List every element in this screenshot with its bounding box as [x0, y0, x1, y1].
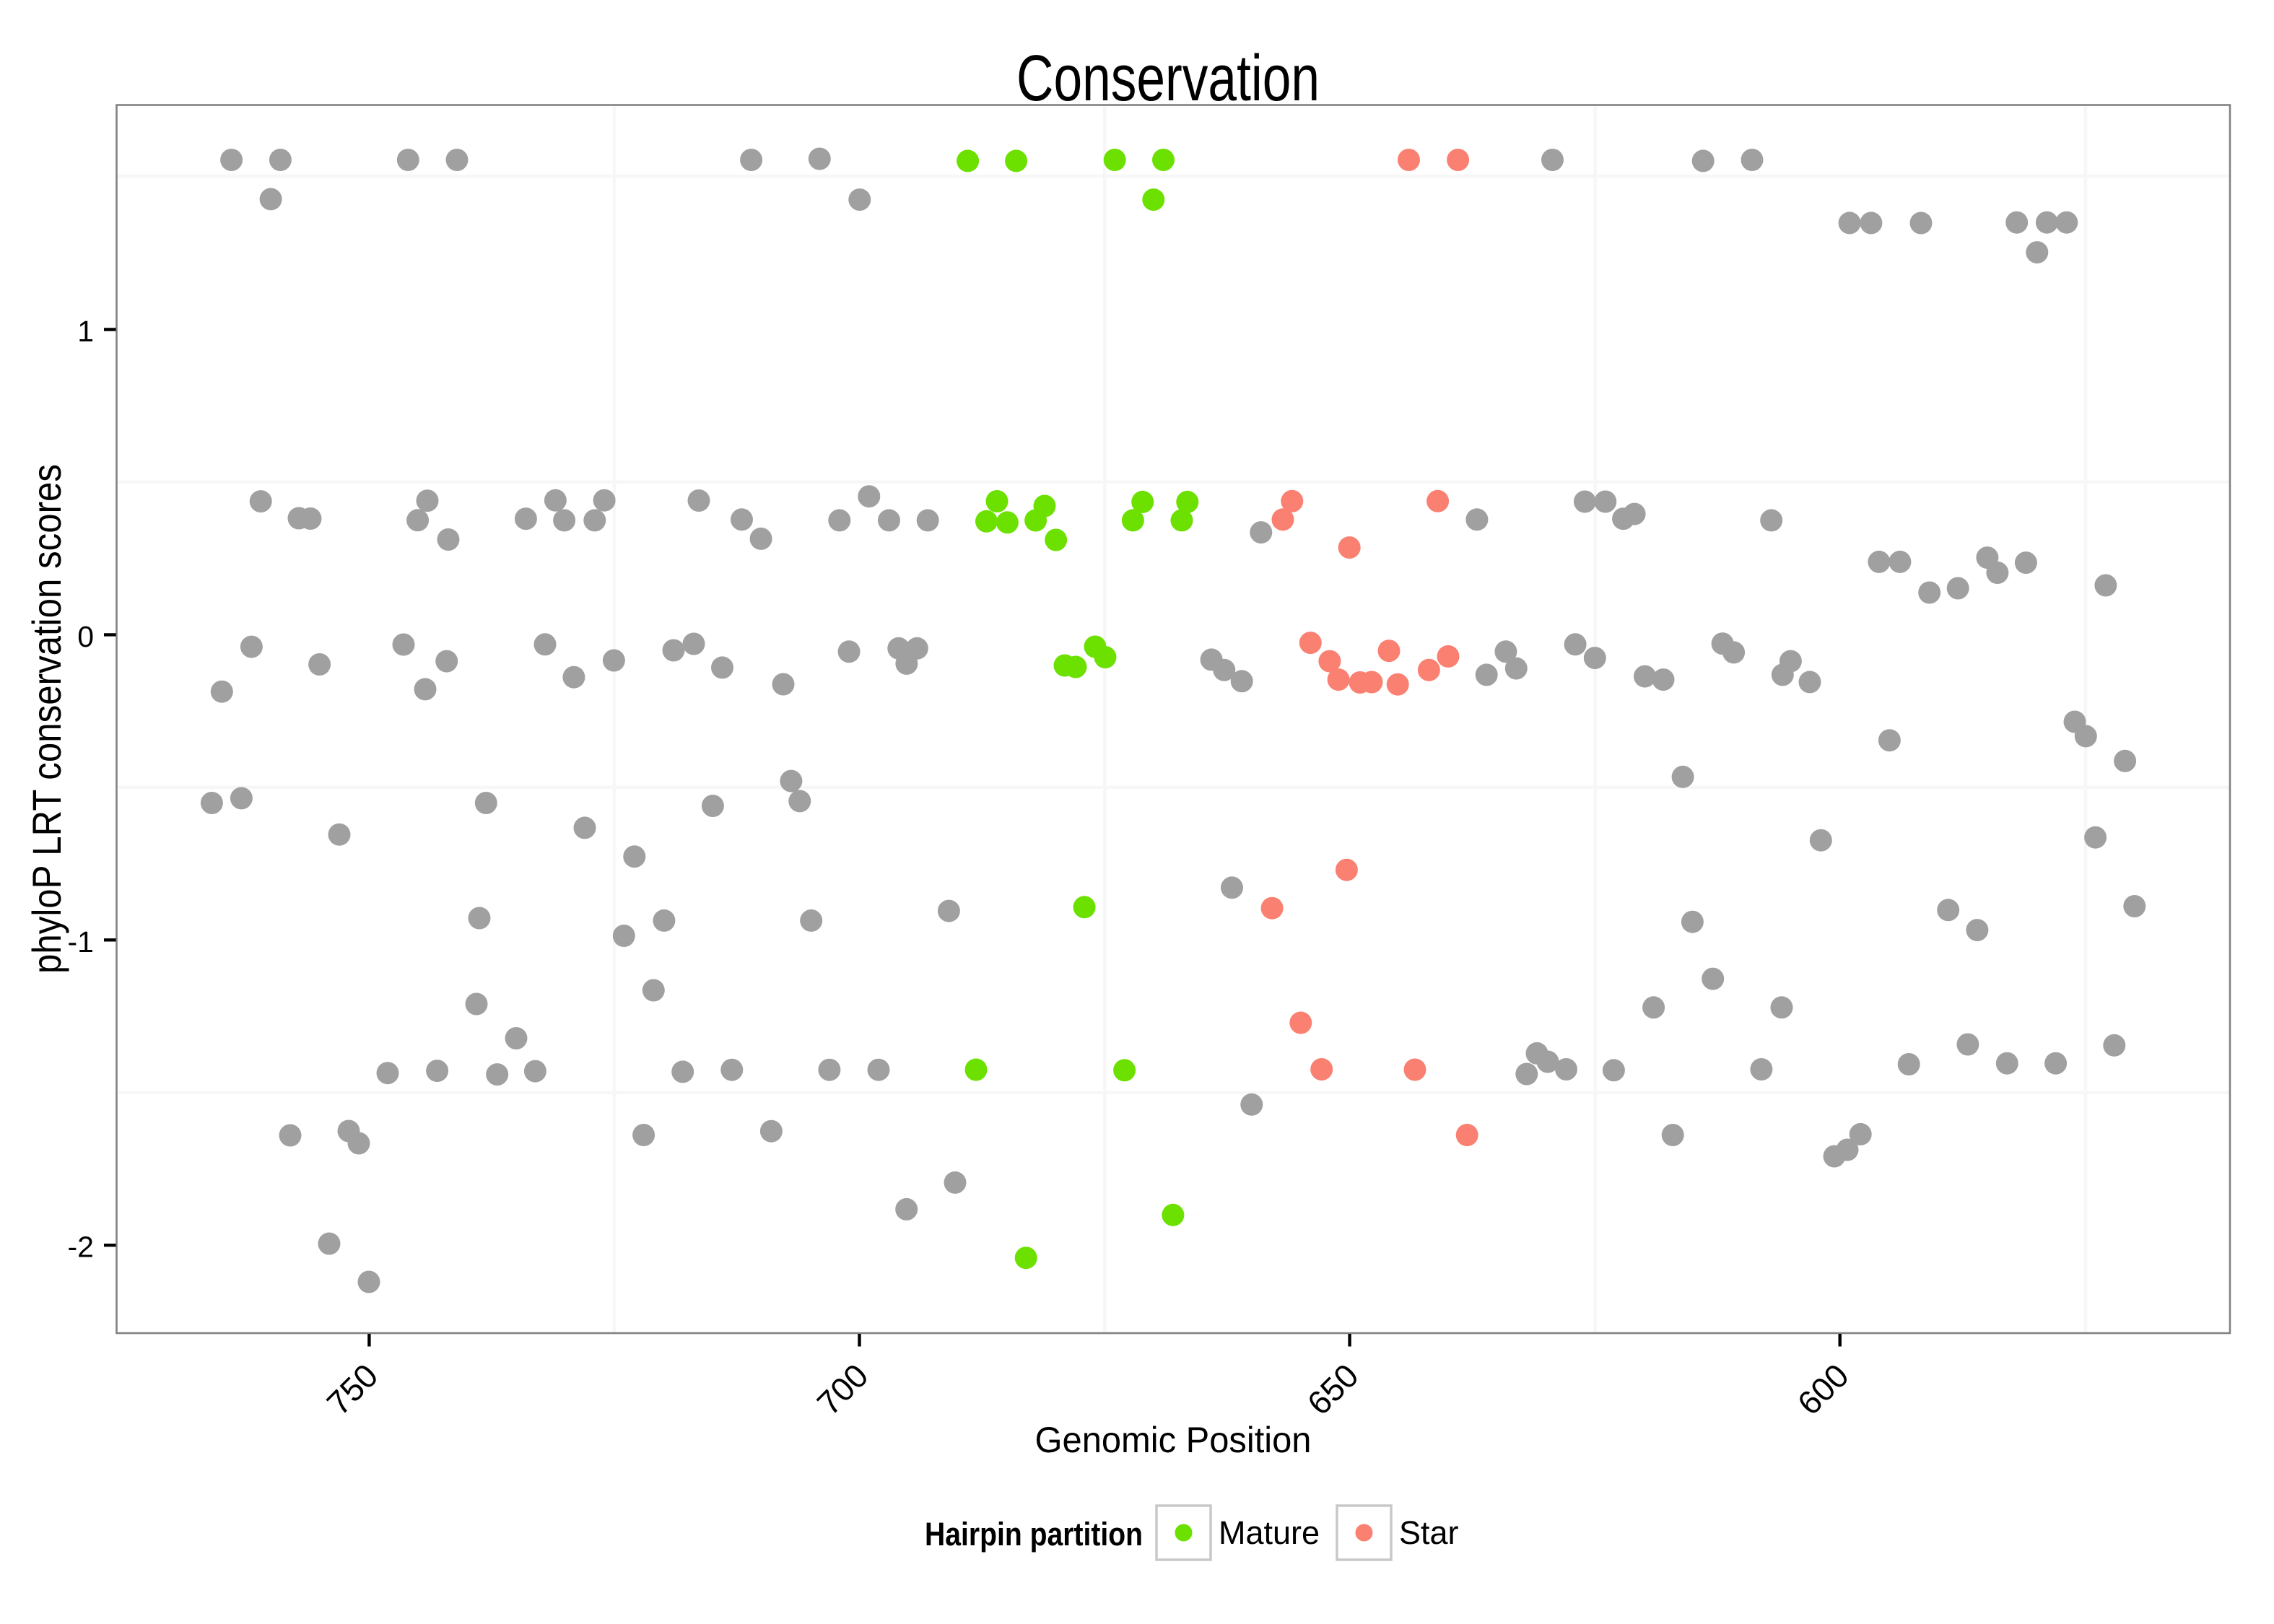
svg-text:Hairpin partition: Hairpin partition	[925, 1516, 1143, 1553]
svg-text:0: 0	[77, 620, 94, 653]
svg-text:1: 1	[77, 315, 94, 348]
svg-text:Star: Star	[1399, 1514, 1459, 1551]
svg-text:Genomic Position: Genomic Position	[1035, 1420, 1312, 1460]
svg-text:phyloP LRT conservation scores: phyloP LRT conservation scores	[24, 464, 69, 974]
svg-text:-2: -2	[68, 1231, 94, 1264]
svg-text:Conservation: Conservation	[1016, 43, 1320, 115]
svg-text:Mature: Mature	[1219, 1514, 1320, 1551]
svg-text:-1: -1	[68, 925, 94, 959]
